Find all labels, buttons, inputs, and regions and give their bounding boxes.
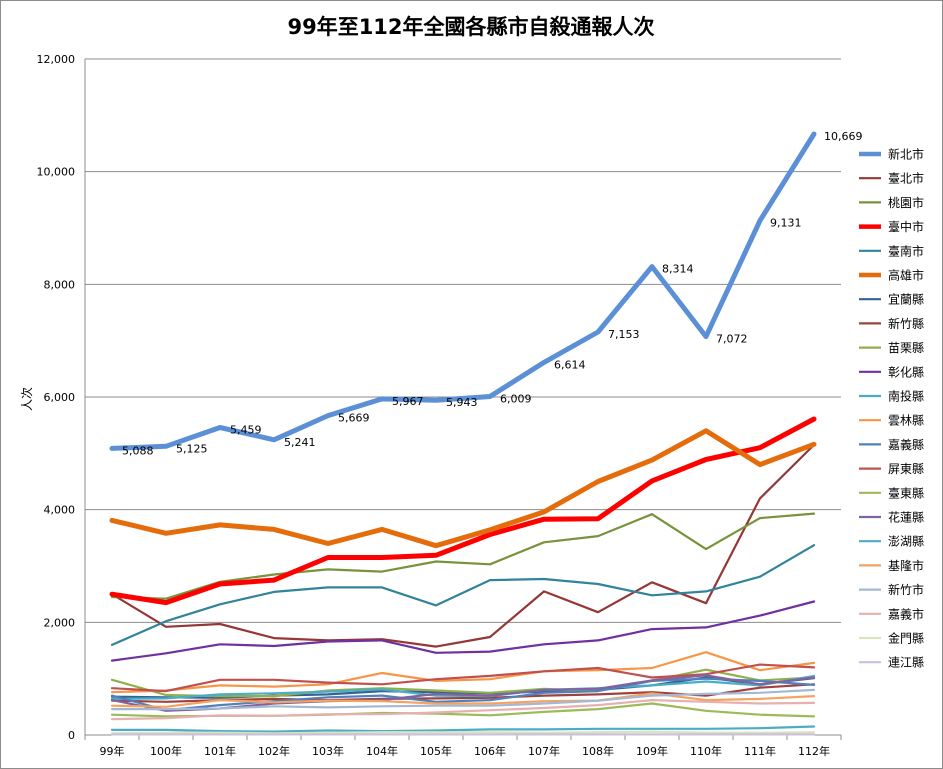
legend-label: 臺東縣 bbox=[888, 485, 924, 500]
legend-label: 臺中市 bbox=[888, 219, 924, 234]
series-line-臺北市 bbox=[110, 443, 816, 648]
x-tick-label: 108年 bbox=[582, 744, 614, 758]
data-label: 5,088 bbox=[122, 444, 154, 457]
legend-label: 連江縣 bbox=[888, 656, 924, 670]
legend-label: 臺北市 bbox=[888, 171, 924, 186]
x-tick-label: 106年 bbox=[474, 744, 506, 758]
y-tick-label: 0 bbox=[68, 729, 75, 742]
legend-label: 苗栗縣 bbox=[888, 341, 924, 355]
series-line-彰化縣 bbox=[110, 600, 816, 662]
series-line-雲林縣 bbox=[110, 651, 816, 694]
x-tick-label: 107年 bbox=[528, 744, 560, 758]
legend-label: 嘉義縣 bbox=[888, 437, 924, 452]
data-label: 10,669 bbox=[824, 130, 863, 143]
data-label: 9,131 bbox=[770, 217, 802, 230]
series-line-苗栗縣 bbox=[110, 668, 816, 698]
series-line-新竹市 bbox=[110, 688, 816, 711]
x-tick-label: 101年 bbox=[204, 744, 236, 758]
data-label: 6,009 bbox=[500, 392, 532, 405]
legend-label: 臺南市 bbox=[888, 243, 924, 258]
legend-label: 新竹縣 bbox=[888, 316, 924, 331]
data-label: 5,967 bbox=[392, 395, 424, 408]
series-line-新北市 bbox=[109, 131, 817, 451]
series-line-高雄市 bbox=[109, 428, 817, 549]
data-label: 8,314 bbox=[662, 263, 694, 276]
legend-label: 新北市 bbox=[888, 147, 924, 162]
legend-label: 嘉義市 bbox=[888, 606, 924, 621]
series-line-臺中市 bbox=[109, 416, 817, 606]
legend-label: 南投縣 bbox=[888, 389, 924, 404]
data-label: 6,614 bbox=[554, 358, 586, 371]
legend-label: 澎湖縣 bbox=[888, 534, 924, 549]
y-tick-label: 8,000 bbox=[44, 278, 76, 291]
legend-label: 基隆市 bbox=[888, 558, 924, 573]
x-tick-label: 99年 bbox=[100, 744, 125, 758]
legend-label: 雲林縣 bbox=[888, 414, 924, 428]
legend-label: 宜蘭縣 bbox=[888, 292, 924, 307]
data-labels: 5,088 5,125 5,459 5,241 5,669 5,967 5,943 6,009… bbox=[122, 130, 863, 457]
x-tick-label: 103年 bbox=[312, 744, 344, 758]
series-line-嘉義縣 bbox=[110, 677, 816, 712]
x-tick-label: 112年 bbox=[798, 744, 830, 758]
legend-label: 新竹市 bbox=[888, 582, 924, 597]
y-tick-label: 4,000 bbox=[44, 504, 76, 517]
data-label: 5,125 bbox=[176, 442, 208, 455]
series-line-金門縣 bbox=[110, 730, 816, 735]
x-tick-label: 105年 bbox=[420, 744, 452, 758]
x-tick-label: 111年 bbox=[744, 744, 776, 758]
y-tick-label: 6,000 bbox=[44, 391, 76, 404]
data-label: 7,072 bbox=[716, 333, 748, 346]
data-label: 5,943 bbox=[446, 396, 478, 409]
data-label: 5,459 bbox=[230, 423, 262, 436]
legend-label: 彰化縣 bbox=[888, 364, 924, 379]
y-tick-label: 2,000 bbox=[44, 616, 76, 629]
data-label: 5,241 bbox=[284, 436, 316, 449]
series-line-澎湖縣 bbox=[110, 725, 816, 733]
x-tick-label: 102年 bbox=[258, 744, 290, 758]
legend-label: 屏東縣 bbox=[888, 462, 924, 476]
series-line-桃園市 bbox=[110, 512, 816, 600]
legend-label: 高雄市 bbox=[888, 268, 924, 283]
x-tick-label: 100年 bbox=[150, 744, 182, 758]
y-tick-label: 12,000 bbox=[37, 53, 76, 66]
y-axis-label: 人次 bbox=[20, 387, 34, 411]
legend-label: 桃園市 bbox=[888, 195, 924, 210]
legend-label: 花蓮縣 bbox=[888, 510, 924, 525]
series-line-臺南市 bbox=[110, 544, 816, 647]
x-tick-label: 110年 bbox=[690, 744, 722, 758]
chart-title: 99年至112年全國各縣市自殺通報人次 bbox=[287, 15, 654, 39]
legend: 新北市臺北市桃園市臺中市臺南市高雄市宜蘭縣新竹縣苗栗縣彰化縣南投縣雲林縣嘉義縣屏… bbox=[859, 147, 924, 670]
x-tick-label: 109年 bbox=[636, 744, 668, 758]
series-line-屏東縣 bbox=[110, 663, 816, 693]
y-tick-label: 10,000 bbox=[37, 166, 76, 179]
series-lines bbox=[109, 131, 817, 736]
series-line-嘉義市 bbox=[110, 698, 816, 721]
x-tick-label: 104年 bbox=[366, 744, 398, 758]
series-line-基隆市 bbox=[110, 692, 816, 708]
data-label: 7,153 bbox=[608, 328, 640, 341]
legend-label: 金門縣 bbox=[888, 631, 924, 646]
data-label: 5,669 bbox=[338, 412, 370, 425]
